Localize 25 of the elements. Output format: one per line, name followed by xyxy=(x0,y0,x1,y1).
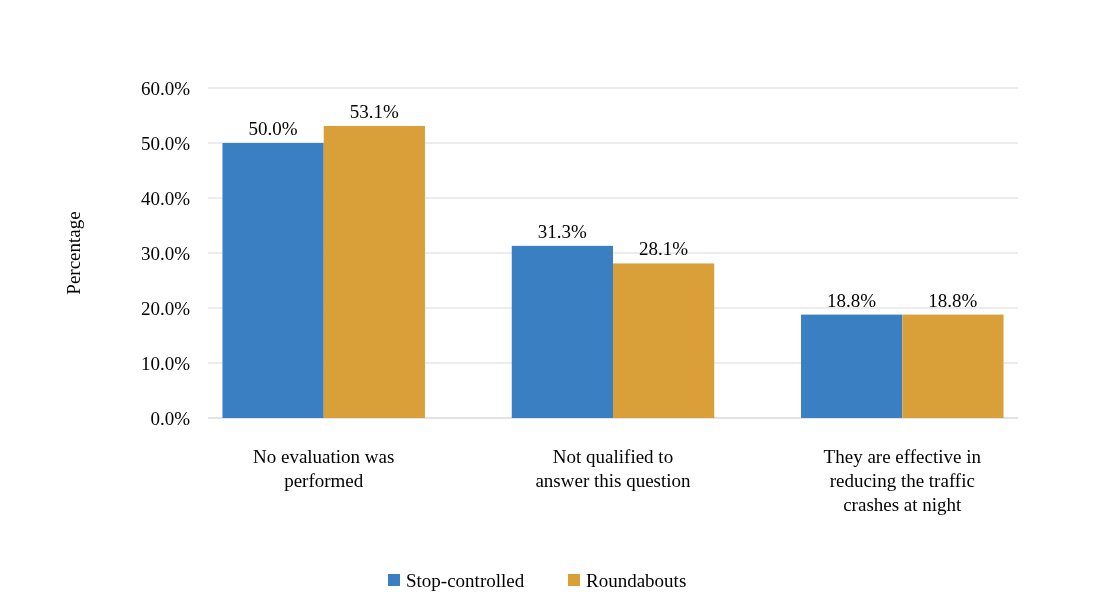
data-label: 18.8% xyxy=(928,289,978,311)
bar xyxy=(222,143,324,418)
bar xyxy=(902,314,1004,418)
data-label: 53.1% xyxy=(349,100,400,122)
x-tick-label: They are effective in reducing the traffic crashes at night xyxy=(823,446,982,515)
bar xyxy=(613,263,715,418)
y-tick-label: 0.0% xyxy=(150,407,191,429)
bar xyxy=(323,125,425,418)
data-label: 28.1% xyxy=(639,238,689,260)
data-label: 50.0% xyxy=(248,118,298,139)
x-tick-label: No evaluation was performed xyxy=(253,446,395,491)
y-tick-label: 60.0% xyxy=(140,77,191,99)
y-tick-label: 30.0% xyxy=(140,242,191,264)
data-label: 18.8% xyxy=(827,289,877,311)
y-tick-label: 50.0% xyxy=(140,132,191,154)
y-tick-label: 10.0% xyxy=(140,352,191,374)
x-tick-label: Not qualified to answer this question xyxy=(535,446,692,491)
bar xyxy=(801,314,903,418)
bar xyxy=(511,245,613,418)
y-tick-label: 20.0% xyxy=(140,297,191,319)
data-label: 31.3% xyxy=(537,220,588,242)
y-axis-title: Percentage xyxy=(63,211,84,295)
legend-label: Roundabouts xyxy=(586,569,687,591)
legend-label: Stop-controlled xyxy=(406,569,525,591)
y-tick-label: 40.0% xyxy=(140,187,191,209)
